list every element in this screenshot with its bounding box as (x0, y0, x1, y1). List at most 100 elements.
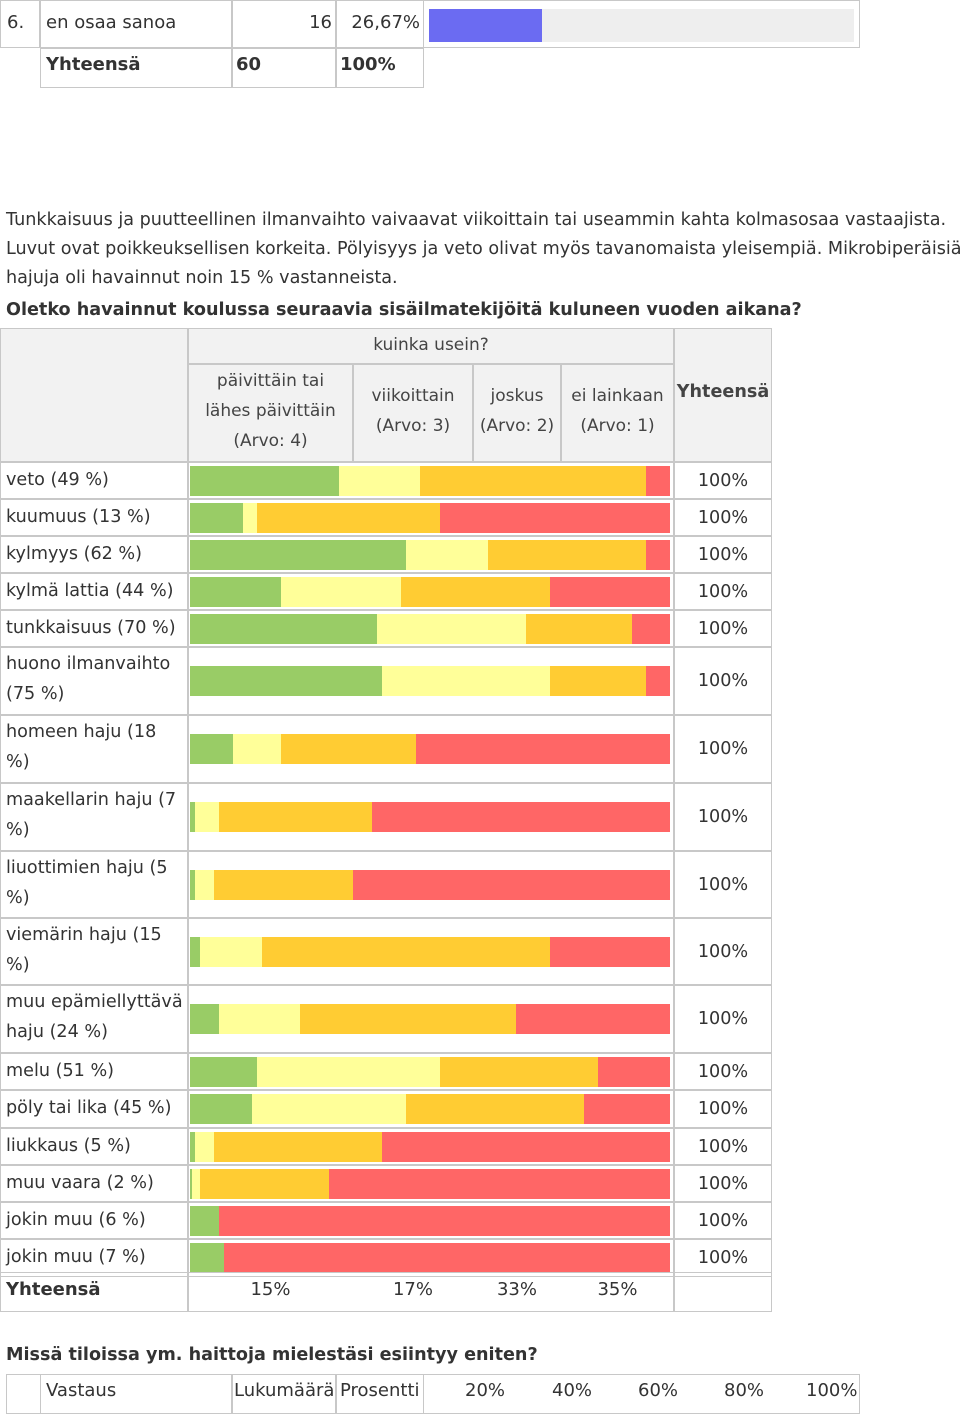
row-16-total-cell (674, 1202, 772, 1239)
row-15-total: 100% (697, 1174, 749, 1194)
row-12-label: melu (51 %) (6, 1061, 115, 1081)
header-col-never: ei lainkaan (Arvo: 1) (561, 381, 674, 441)
row-13-segment-3 (406, 1094, 584, 1124)
row-4-segment-2 (281, 577, 402, 607)
header-col-daily-cell (188, 364, 353, 462)
row-14-label: liukkaus (5 %) (6, 1136, 131, 1156)
row-1-label: veto (49 %) (6, 470, 109, 490)
row-13-total: 100% (697, 1099, 749, 1119)
row-11-bar-cell (188, 985, 674, 1053)
summary-line-1: Tunkkaisuus ja puutteellinen ilmanvaihto… (6, 210, 947, 230)
row-7-bar-cell (188, 715, 674, 783)
bottom-scale-40: 40% (552, 1380, 593, 1401)
row-12-total: 100% (697, 1062, 749, 1082)
row-6-segment-4 (646, 666, 670, 696)
row-7-segment-2 (233, 734, 282, 764)
row-10-stacked-bar (190, 937, 670, 967)
row-8-total-cell (674, 783, 772, 851)
question-title: Oletko havainnut koulussa seuraavia sisä… (6, 300, 802, 320)
row-7-total: 100% (697, 739, 749, 759)
row-11-segment-4 (516, 1004, 670, 1034)
footer-value-daily: 15% (250, 1279, 291, 1300)
top-row-6-count: 16 (309, 12, 332, 33)
bottom-table-header-row (6, 1374, 860, 1414)
question2-title: Missä tiloissa ym. haittoja mielestäsi e… (6, 1345, 538, 1365)
row-2-segment-2 (242, 503, 258, 533)
bottom-scale-20: 20% (465, 1380, 506, 1401)
row-1-segment-3 (420, 466, 646, 496)
row-5-bar-cell (188, 610, 674, 647)
row-3-label: kylmyys (62 %) (6, 544, 143, 564)
row-17-label-cell (0, 1239, 188, 1277)
bottom-col-count-cell (232, 1374, 336, 1414)
row-9-total: 100% (697, 875, 749, 895)
row-11-label: muu epämiellyttävä haju (24 %) (6, 992, 183, 1042)
bottom-scale-100: 100% (806, 1380, 858, 1401)
row-8-segment-2 (194, 802, 219, 832)
row-3-segment-2 (406, 540, 488, 570)
row-4-total-cell (674, 573, 772, 610)
bottom-col-percent: Prosentti (340, 1380, 420, 1401)
row-3-label-cell (0, 536, 188, 573)
row-14-total: 100% (697, 1137, 749, 1157)
row-15-segment-3 (199, 1169, 330, 1199)
row-11-segment-3 (300, 1004, 517, 1034)
row-12-segment-3 (439, 1057, 598, 1087)
row-15-total-cell (674, 1165, 772, 1202)
top-total-percent-cell (336, 48, 424, 88)
row-8-segment-1 (190, 802, 195, 832)
row-12-bar-cell (188, 1053, 674, 1090)
header-col-sometimes-line2: (Arvo: 2) (479, 416, 555, 436)
row-9-stacked-bar (190, 870, 670, 900)
summary-paragraph: Tunkkaisuus ja puutteellinen ilmanvaihto… (6, 206, 960, 293)
header-col-sometimes-line1: joskus (490, 386, 544, 406)
row-9-segment-2 (194, 870, 214, 900)
bottom-col-answer: Vastaus (46, 1380, 117, 1401)
row-1-segment-4 (646, 466, 670, 496)
row-14-stacked-bar (190, 1132, 670, 1162)
row-13-bar-cell (188, 1090, 674, 1128)
row-1-label-cell (0, 462, 188, 499)
row-12-segment-2 (257, 1057, 440, 1087)
top-total-percent: 100% (340, 54, 396, 75)
row-5-segment-2 (377, 614, 526, 644)
top-total-label: Yhteensä (46, 54, 141, 75)
row-4-segment-3 (401, 577, 550, 607)
row-17-segment-1 (190, 1243, 224, 1273)
top-row-6-percent: 26,67% (351, 12, 420, 33)
row-16-bar-cell (188, 1202, 674, 1239)
row-8-segment-4 (372, 802, 670, 832)
header-spacer (0, 328, 188, 462)
header-col-weekly-cell (353, 364, 473, 462)
row-3-segment-4 (646, 540, 670, 570)
row-4-segment-1 (190, 577, 282, 607)
footer-value-never: 35% (597, 1279, 638, 1300)
row-3-bar-cell (188, 536, 674, 573)
header-col-sometimes-cell (473, 364, 561, 462)
header-col-never-cell (561, 364, 674, 462)
row-10-bar-cell (188, 918, 674, 985)
row-4-bar-cell (188, 573, 674, 610)
row-17-label: jokin muu (7 %) (6, 1247, 146, 1267)
row-2-stacked-bar (190, 503, 670, 533)
header-col-never-line2: (Arvo: 1) (580, 416, 655, 436)
row-3-total-cell (674, 536, 772, 573)
row-14-label-cell (0, 1128, 188, 1165)
top-total-count: 60 (236, 54, 262, 75)
bottom-scale-60: 60% (638, 1380, 679, 1401)
row-3-total: 100% (697, 545, 749, 565)
row-10-label-cell (0, 918, 188, 985)
row-10-total: 100% (697, 942, 749, 962)
header-col-daily-line2: lähes päivittäin (205, 401, 336, 421)
row-14-segment-4 (382, 1132, 670, 1162)
row-5-label-cell (0, 610, 188, 647)
row-8-label-cell (0, 783, 188, 851)
row-9-segment-4 (353, 870, 670, 900)
top-total-count-cell (232, 48, 336, 88)
row-2-total: 100% (697, 508, 749, 528)
row-15-segment-4 (329, 1169, 670, 1199)
row-7-stacked-bar (190, 734, 670, 764)
row-1-total-cell (674, 462, 772, 499)
row-8-segment-3 (218, 802, 373, 832)
row-12-segment-1 (190, 1057, 258, 1087)
